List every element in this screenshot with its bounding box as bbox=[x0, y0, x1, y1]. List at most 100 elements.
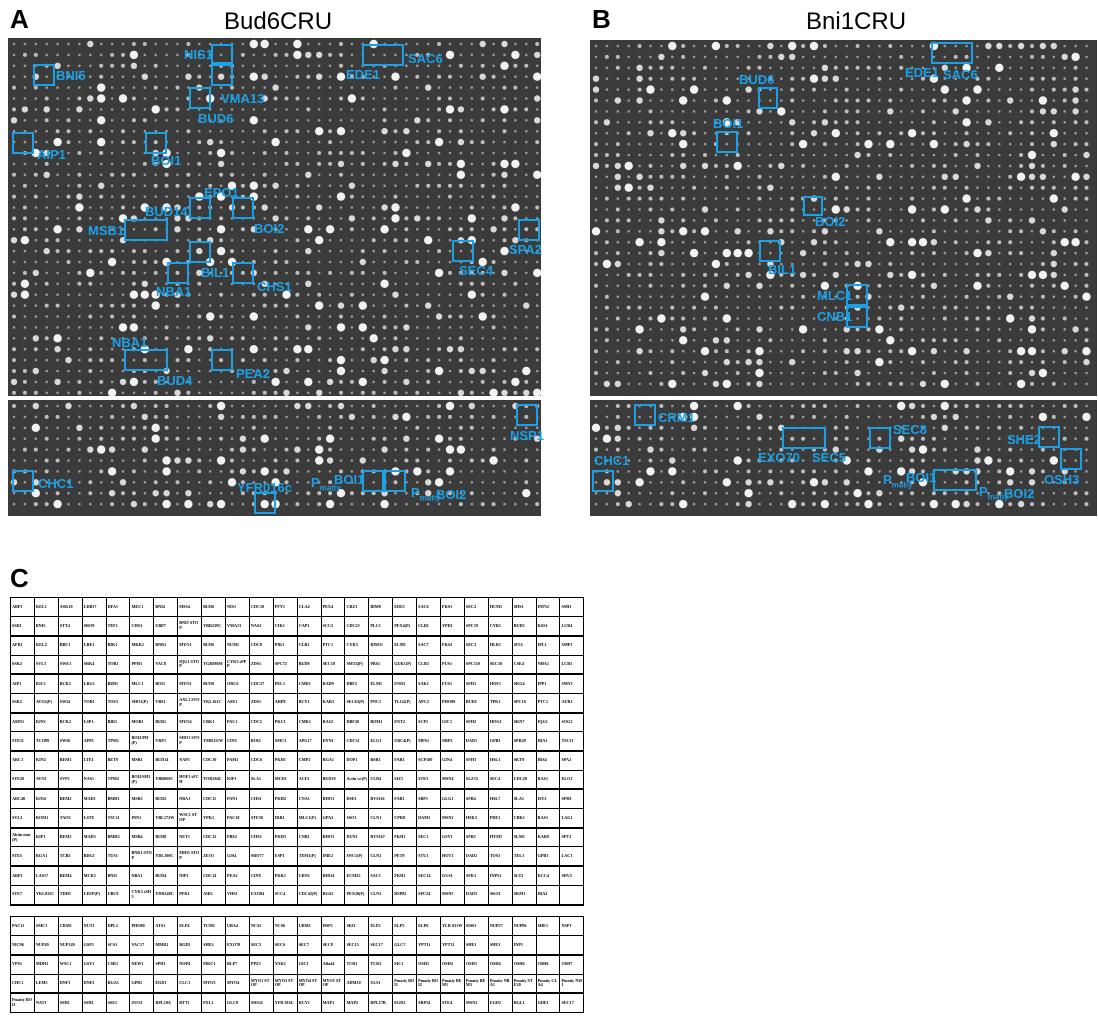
colony bbox=[492, 97, 495, 100]
colony bbox=[594, 339, 598, 342]
colony bbox=[1063, 131, 1066, 135]
colony bbox=[99, 315, 103, 318]
colony bbox=[878, 306, 881, 309]
colony bbox=[252, 358, 256, 362]
colony bbox=[703, 415, 707, 419]
colony bbox=[594, 153, 598, 157]
colony bbox=[681, 360, 685, 364]
colony bbox=[77, 216, 82, 221]
colony bbox=[514, 228, 517, 231]
colony bbox=[481, 108, 485, 111]
colony bbox=[383, 184, 386, 187]
colony bbox=[426, 326, 430, 329]
colony bbox=[503, 337, 506, 340]
colony bbox=[747, 328, 750, 331]
grid-cell: RHO3 bbox=[320, 827, 346, 848]
colony bbox=[32, 269, 39, 277]
grid-cell: NIC96 bbox=[10, 935, 35, 956]
colony bbox=[511, 203, 520, 212]
colony bbox=[1051, 240, 1056, 245]
colony bbox=[921, 44, 925, 48]
colony bbox=[638, 382, 641, 386]
grid-cell: BGL1 bbox=[511, 992, 537, 1013]
colony bbox=[1063, 328, 1066, 331]
colony bbox=[219, 481, 223, 484]
colony bbox=[350, 282, 354, 286]
colony bbox=[416, 502, 419, 506]
gene-grid-table: ABP1 KEL1 ASK10 LDB17 DFA1 MEC1 BNI4 MSS4 BUD6 NI… bbox=[10, 596, 585, 906]
colony bbox=[317, 173, 321, 177]
colony bbox=[780, 121, 783, 124]
colony bbox=[867, 121, 870, 124]
colony bbox=[931, 185, 936, 190]
colony bbox=[514, 140, 517, 144]
colony bbox=[931, 491, 936, 496]
colony bbox=[681, 306, 685, 309]
colony bbox=[615, 142, 620, 147]
colony bbox=[131, 491, 136, 496]
colony bbox=[1008, 251, 1013, 256]
colony bbox=[89, 206, 92, 209]
colony bbox=[997, 469, 1002, 474]
colony bbox=[758, 121, 761, 124]
colony bbox=[660, 481, 663, 484]
colony bbox=[889, 502, 892, 506]
colony bbox=[703, 77, 707, 80]
panel-c-letter: C bbox=[10, 563, 29, 593]
grid-cell: VHS1 bbox=[225, 884, 250, 906]
colony bbox=[898, 435, 905, 442]
colony bbox=[679, 227, 688, 236]
colony bbox=[132, 415, 136, 419]
colony bbox=[756, 358, 763, 366]
colony bbox=[271, 377, 280, 387]
colony bbox=[511, 159, 520, 169]
colony bbox=[812, 153, 816, 157]
colony bbox=[426, 228, 430, 231]
colony bbox=[230, 437, 234, 440]
colony bbox=[844, 502, 849, 507]
grid-cell: STE3 bbox=[416, 769, 442, 791]
colony bbox=[976, 240, 979, 244]
colony bbox=[197, 205, 202, 210]
colony bbox=[725, 502, 729, 506]
colony bbox=[470, 184, 474, 187]
colony bbox=[1085, 306, 1088, 309]
colony bbox=[165, 249, 168, 253]
grid-cell: CDC31 bbox=[344, 731, 370, 753]
colony bbox=[822, 44, 827, 48]
colony bbox=[535, 86, 539, 89]
colony bbox=[350, 426, 354, 430]
colony bbox=[176, 491, 179, 495]
colony bbox=[12, 249, 16, 253]
colony bbox=[459, 195, 463, 198]
colony bbox=[252, 86, 256, 89]
colony bbox=[746, 425, 751, 430]
grid-cell: SPH1 bbox=[559, 788, 585, 810]
colony bbox=[1008, 273, 1012, 277]
colony bbox=[889, 77, 892, 80]
colony bbox=[627, 415, 630, 419]
colony bbox=[986, 196, 991, 201]
colony bbox=[457, 106, 465, 113]
colony bbox=[459, 249, 463, 253]
colony bbox=[416, 162, 419, 166]
colony bbox=[533, 72, 541, 81]
colony bbox=[132, 337, 136, 340]
colony bbox=[660, 284, 663, 288]
colony bbox=[854, 260, 861, 268]
colony bbox=[273, 458, 278, 463]
colony bbox=[1050, 42, 1057, 50]
colony bbox=[458, 314, 463, 319]
colony bbox=[976, 121, 979, 124]
colony bbox=[1061, 53, 1068, 61]
grid-cell: SCC2 bbox=[320, 616, 346, 637]
colony bbox=[910, 415, 914, 419]
grid-cell: TAO3 bbox=[57, 808, 83, 829]
colony bbox=[296, 481, 299, 484]
colony bbox=[856, 251, 859, 255]
colony bbox=[1030, 360, 1034, 364]
gene-label: BNI5 bbox=[56, 68, 86, 83]
colony bbox=[350, 86, 354, 89]
colony bbox=[426, 108, 430, 111]
colony bbox=[670, 65, 675, 70]
